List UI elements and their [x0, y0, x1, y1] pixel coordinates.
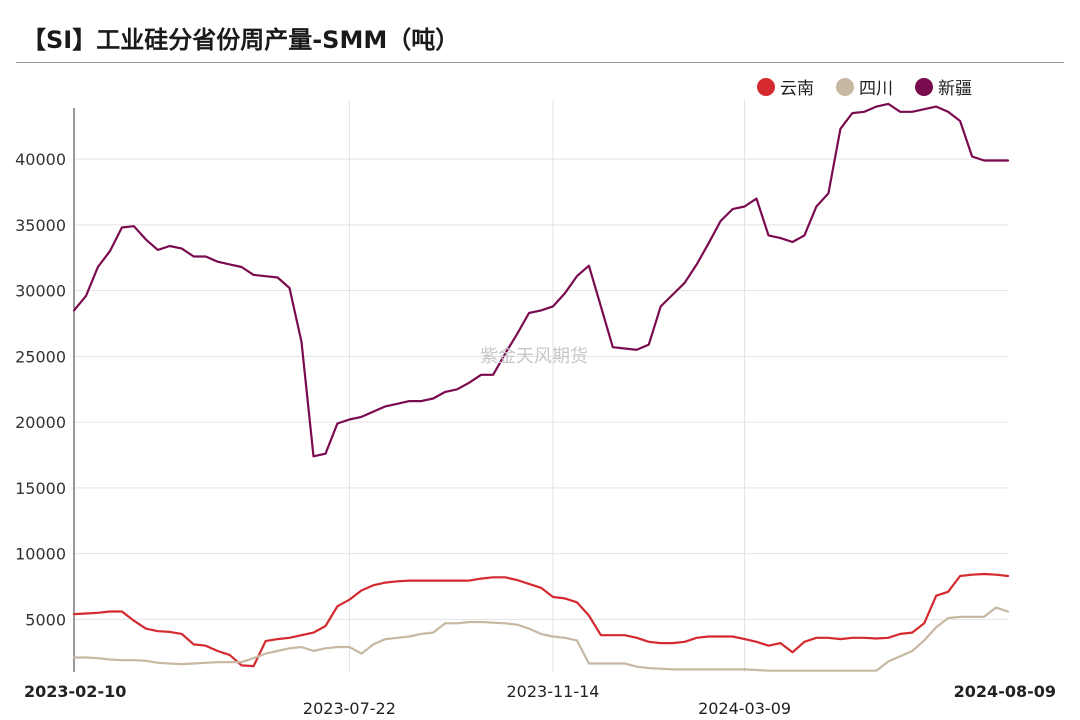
- x-tick-label: 2024-03-09: [698, 699, 791, 718]
- series-line-xinjiang: [72, 102, 1010, 458]
- y-tick-label: 35000: [15, 216, 66, 235]
- x-tick-label: 2024-08-09: [954, 682, 1056, 701]
- legend-item-xinjiang[interactable]: 新疆: [915, 74, 972, 99]
- y-tick-label: 40000: [15, 150, 66, 169]
- y-tick-label: 5000: [25, 610, 66, 629]
- legend-marker-yunnan: [757, 77, 775, 96]
- legend-item-sichuan[interactable]: 四川: [836, 74, 893, 99]
- legend-item-yunnan[interactable]: 云南: [757, 74, 814, 99]
- y-tick-label: 20000: [15, 413, 66, 432]
- y-tick-label: 15000: [15, 479, 66, 498]
- x-tick-label: 2023-11-14: [506, 682, 599, 701]
- series-line-yunnan: [72, 572, 1010, 668]
- legend-marker-sichuan: [836, 77, 854, 96]
- legend-label-xinjiang: 新疆: [938, 79, 972, 99]
- y-tick-label: 25000: [15, 347, 66, 366]
- chart-title: 【SI】工业硅分省份周产量-SMM（吨）: [22, 26, 460, 54]
- title-divider: [16, 62, 1064, 63]
- legend: 云南 四川 新疆: [757, 74, 972, 99]
- series-line-sichuan: [72, 606, 1010, 672]
- legend-label-yunnan: 云南: [780, 79, 814, 99]
- watermark: 紫金天风期货: [480, 346, 588, 367]
- legend-label-sichuan: 四川: [859, 79, 893, 99]
- x-tick-label: 2023-07-22: [303, 699, 396, 718]
- legend-marker-xinjiang: [915, 77, 933, 96]
- y-tick-label: 10000: [15, 545, 66, 564]
- y-tick-label: 30000: [15, 282, 66, 301]
- x-tick-label: 2023-02-10: [24, 682, 126, 701]
